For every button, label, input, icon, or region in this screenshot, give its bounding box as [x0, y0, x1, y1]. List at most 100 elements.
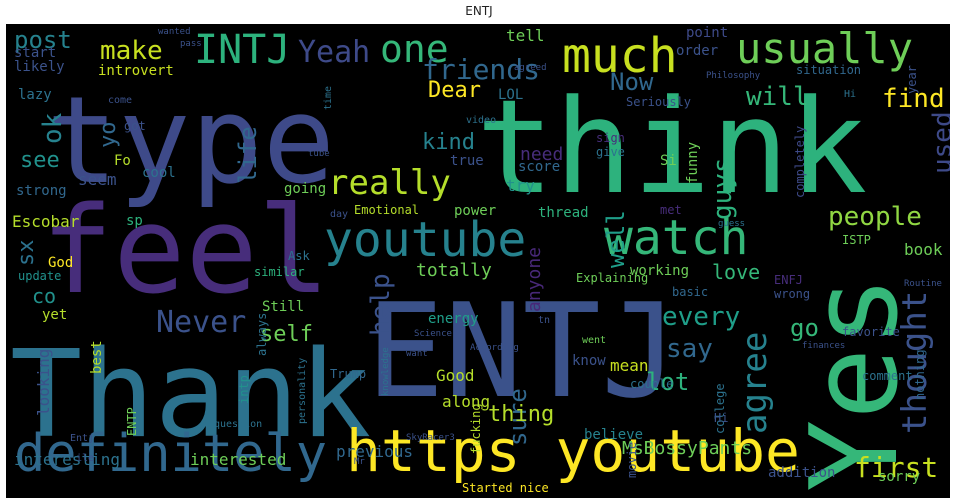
cloud-word: say: [666, 334, 713, 364]
cloud-word: Emotional: [354, 203, 420, 217]
cloud-word: MsBossyPants: [622, 438, 753, 459]
cloud-word: Never: [156, 305, 247, 340]
cloud-word: comment: [862, 369, 913, 383]
cloud-word: intp: [237, 375, 251, 404]
cloud-word: yo: [96, 121, 121, 149]
cloud-word: sx: [14, 239, 39, 267]
cloud-word: anyone: [524, 246, 545, 312]
cloud-word: power: [454, 203, 497, 219]
cloud-word: always: [255, 312, 269, 356]
cloud-word: guys: [708, 157, 738, 220]
cloud-word: Fo: [114, 153, 131, 169]
cloud-word: introvert: [98, 63, 174, 79]
cloud-word: Thank: [10, 326, 372, 465]
cloud-word: Si: [660, 153, 677, 169]
cloud-word: strong: [16, 183, 67, 199]
cloud-word: interested: [190, 450, 287, 469]
cloud-word: one: [380, 27, 449, 71]
cloud-word: Routine: [904, 279, 942, 289]
cloud-word: finances: [802, 341, 846, 351]
cloud-word: try: [506, 176, 535, 195]
cloud-word: year: [905, 65, 919, 94]
cloud-word: favorite: [842, 325, 900, 339]
figure-title: ENTJ: [465, 4, 493, 18]
cloud-word: friends: [422, 53, 541, 86]
cloud-word: knowledge: [381, 347, 391, 396]
cloud-word: interesting: [14, 450, 120, 469]
cloud-word: come: [108, 95, 133, 106]
cloud-word: watch: [604, 210, 749, 266]
cloud-word: need: [520, 144, 564, 165]
cloud-word: Yeah: [298, 35, 371, 70]
cloud-word: Seriously: [626, 95, 692, 109]
cloud-word: tn: [538, 315, 551, 326]
cloud-word: day: [330, 209, 349, 220]
cloud-word: cool: [142, 165, 176, 181]
cloud-word: couple: [630, 377, 674, 391]
cloud-word: time: [323, 85, 334, 110]
cloud-word: help: [366, 273, 396, 336]
cloud-word: similar: [254, 265, 305, 279]
cloud-word: https youtube: [346, 417, 800, 485]
cloud-word: co: [32, 284, 57, 308]
cloud-word: question: [214, 419, 263, 430]
cloud-word: youtube: [324, 212, 527, 268]
cloud-word: sorry: [878, 469, 921, 485]
cloud-word: seem: [78, 170, 117, 189]
cloud-word: working: [630, 263, 690, 279]
cloud-word: Science: [414, 329, 452, 339]
cloud-word: addition: [768, 465, 836, 481]
cloud-word: Escobar: [12, 212, 80, 231]
cloud-word: true: [450, 153, 484, 169]
cloud-word: ENTP: [125, 407, 139, 436]
cloud-word: ok: [38, 112, 68, 144]
cloud-word: much: [562, 28, 678, 84]
cloud-word: go: [790, 314, 819, 342]
cloud-word: tube: [308, 149, 330, 159]
cloud-word: went: [582, 335, 607, 346]
cloud-word: first: [854, 451, 939, 484]
cloud-word: find: [882, 84, 945, 114]
cloud-word: nothing: [913, 349, 927, 400]
cloud-word: fucking: [469, 403, 483, 454]
cloud-word: lazy: [18, 87, 52, 103]
cloud-word: will: [746, 82, 809, 112]
cloud-word: used: [928, 111, 950, 174]
cloud-word: people: [828, 202, 922, 232]
cloud-word: personality: [297, 357, 308, 424]
cloud-word: energy: [428, 311, 479, 327]
cloud-word: Still: [262, 299, 305, 315]
cloud-word: yet: [42, 307, 68, 323]
cloud-word: definitely: [14, 424, 328, 484]
cloud-word: believe: [584, 427, 644, 443]
cloud-word: start: [14, 45, 57, 61]
cloud-word: love: [712, 260, 761, 284]
cloud-word: along: [442, 392, 491, 411]
cloud-word: wanted: [158, 27, 191, 37]
cloud-word: make: [100, 36, 163, 66]
cloud-word: pass: [180, 39, 202, 49]
cloud-word: usually: [736, 24, 914, 73]
cloud-word: likely: [14, 59, 65, 75]
cloud-word: wrong: [774, 287, 811, 301]
cloud-word: score: [518, 159, 561, 175]
cloud-word: every: [662, 302, 741, 332]
cloud-word: feel: [41, 182, 330, 321]
cloud-word: life: [234, 126, 262, 184]
cloud-word: think: [476, 71, 868, 223]
cloud-word: update: [18, 269, 62, 283]
cloud-word: situation: [796, 63, 862, 77]
cloud-word: ISTP: [842, 233, 871, 247]
cloud-word: sign: [596, 131, 625, 145]
cloud-word: movie: [625, 441, 639, 478]
cloud-word: Dear: [428, 78, 481, 103]
cloud-word: really: [328, 163, 451, 203]
cloud-word: self: [260, 322, 313, 347]
cloud-word: INTJ: [194, 27, 291, 73]
cloud-word: LOL: [498, 87, 524, 103]
cloud-word: Ask: [288, 249, 310, 263]
cloud-word: kind: [422, 130, 475, 155]
cloud-word: agree: [735, 331, 775, 434]
cloud-word: Philosophy: [706, 71, 761, 81]
cloud-word: met: [660, 203, 682, 217]
